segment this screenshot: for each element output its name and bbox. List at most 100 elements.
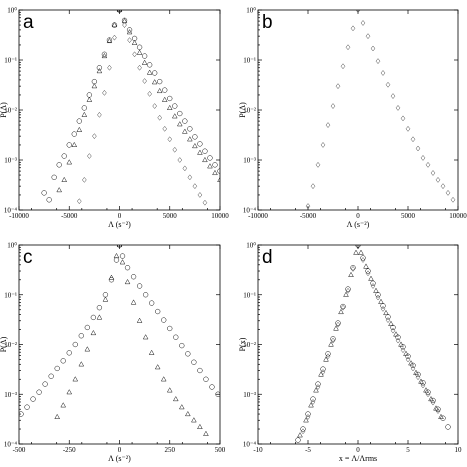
y-axis-label: P(x) [238,337,247,351]
data-point-series-3 [92,133,97,139]
data-point-series-3 [340,304,346,311]
data-point-series-2 [428,395,434,402]
data-point-series-1 [370,45,376,52]
x-tick-label: -10000 [248,212,268,220]
y-tick-label: 10⁻³ [243,157,256,165]
data-point-series-2 [156,87,163,94]
data-point-series-1 [197,367,203,374]
data-point-series-3 [365,270,371,277]
y-tick-label: 10⁻¹ [243,57,256,65]
y-tick-label: 10⁻¹ [4,57,17,65]
data-point-series-2 [363,263,369,269]
x-tick-label: 10000 [449,212,467,220]
data-point-series-1 [157,78,163,85]
x-tick-label: 0 [118,212,122,220]
data-point-series-2 [207,163,213,169]
data-point-series-1 [335,83,341,89]
data-point-series-3 [350,266,356,272]
data-point-series-1 [126,27,133,33]
data-point-series-1 [173,334,179,340]
panel-letter: a [23,12,34,33]
data-point-series-3 [380,306,386,312]
data-point-series-3 [420,382,426,389]
data-point-series-1 [410,362,416,369]
data-point-series-2 [313,387,319,393]
data-point-series-2 [378,298,384,304]
x-tick-label: -5000 [300,212,317,220]
data-point-series-1 [360,255,366,261]
data-point-series-1 [141,53,148,59]
x-tick-label: -250 [63,446,76,454]
data-point-series-1 [370,280,376,286]
data-point-series-1 [410,136,416,143]
data-point-series-1 [340,303,346,310]
data-point-series-1 [415,145,421,152]
y-tick-label: 10⁻² [4,341,17,349]
data-point-series-1 [365,268,371,274]
y-tick-label: 10⁻³ [4,157,17,165]
data-point-series-3 [142,78,147,84]
data-point-series-3 [112,34,117,41]
data-point-series-3 [172,146,178,153]
data-point-series-1 [395,105,401,111]
data-point-series-2 [348,271,354,278]
x-tick-label: 5000 [163,212,178,220]
y-tick-label: 10⁰ [7,7,17,15]
x-tick-label: 0 [356,212,360,220]
data-point-series-1 [185,351,191,357]
data-point-series-1 [136,283,143,289]
data-point-series-1 [335,320,341,326]
data-point-series-2 [178,404,185,410]
data-point-series-3 [435,408,441,414]
y-tick-label: 10⁻¹ [4,291,17,299]
data-point-series-2 [328,341,334,347]
data-point-series-2 [66,389,73,395]
data-point-series-1 [325,122,331,128]
y-tick-label: 10⁻³ [243,391,256,399]
data-point-series-2 [121,17,128,24]
data-point-series-1 [217,168,220,174]
data-point-series-2 [96,314,103,320]
data-point-series-1 [155,308,161,315]
x-axis-label: x = Λ/Λrms [339,454,377,463]
x-axis-label: Λ (s⁻²) [108,220,131,229]
data-point-series-1 [161,317,167,323]
data-point-series-2 [113,252,120,259]
y-tick-label: 10⁻³ [4,391,17,399]
data-point-series-1 [420,380,426,386]
data-point-series-2 [297,432,303,438]
panel-c: -500 -250 0 250 500 10⁻⁴ 10⁻³ 10⁻² 10⁻¹ 10⁰ Λ (s⁻²… [0,242,226,464]
data-point-series-1 [51,174,57,180]
data-point-series-3 [360,257,366,263]
data-point-series-1 [320,366,326,372]
data-point-series-3 [192,183,198,189]
data-point-series-1 [119,253,126,259]
data-point-series-1 [380,70,386,76]
x-tick-label: 5 [406,446,410,454]
data-point-series-3 [330,337,336,344]
data-point-series-1 [191,359,197,365]
data-point-series-1 [450,196,456,203]
data-point-series-1 [46,197,52,203]
data-point-series-2 [171,113,178,119]
data-points [19,245,220,436]
data-point-series-3 [325,353,331,360]
data-point-series-2 [383,309,389,316]
data-point-series-2 [71,141,78,147]
data-point-series-2 [106,37,113,44]
data-point-series-1 [96,65,103,71]
x-tick-label: 5000 [401,212,416,220]
data-point-series-1 [130,274,137,280]
data-point-series-1 [66,142,72,148]
x-tick-label: 10 [455,446,463,454]
data-point-series-2 [338,308,344,315]
x-tick-label: -500 [13,446,26,454]
data-point-series-1 [385,314,391,320]
data-point-series-1 [215,391,220,397]
data-point-series-1 [207,155,213,161]
data-point-series-1 [345,286,351,292]
data-point-series-3 [87,153,92,159]
data-point-series-3 [152,103,157,109]
x-tick-label: 250 [165,446,176,454]
data-point-series-1 [147,62,153,68]
